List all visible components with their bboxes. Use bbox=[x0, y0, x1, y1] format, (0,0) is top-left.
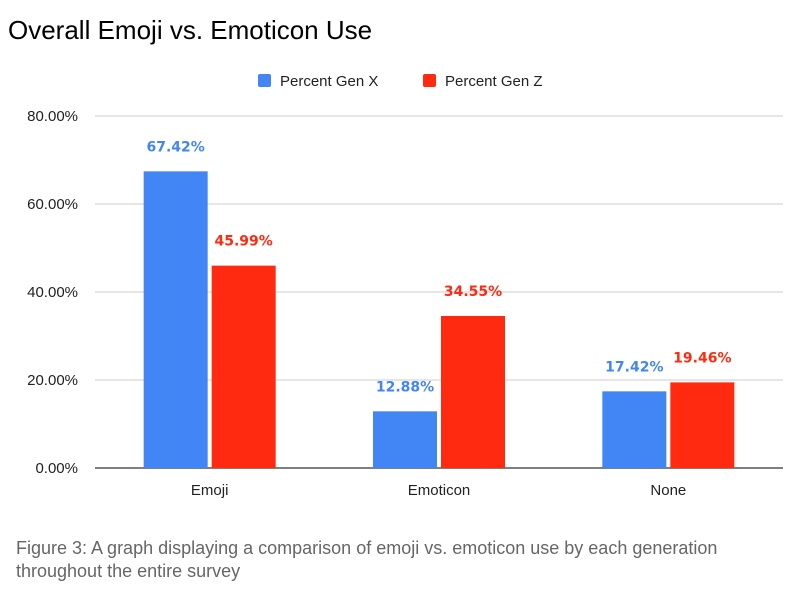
data-label: 67.42% bbox=[147, 139, 205, 155]
x-category-label: None bbox=[650, 482, 686, 499]
data-label: 12.88% bbox=[376, 379, 434, 395]
data-label: 17.42% bbox=[605, 359, 663, 375]
bar-percent-gen-z-none bbox=[670, 382, 735, 468]
y-tick-label: 40.00% bbox=[27, 284, 78, 301]
x-category-label: Emoticon bbox=[408, 482, 471, 499]
gridlines bbox=[95, 115, 783, 469]
bar-percent-gen-x-emoji bbox=[143, 171, 208, 469]
figure-caption: Figure 3: A graph displaying a compariso… bbox=[16, 538, 718, 581]
x-axis-category-labels: Emoji Emoticon None bbox=[191, 482, 686, 499]
legend: Percent Gen X Percent Gen Z bbox=[258, 73, 543, 90]
bars bbox=[143, 171, 735, 469]
bar-percent-gen-x-emoticon bbox=[373, 411, 437, 468]
bar-percent-gen-z-emoticon bbox=[441, 315, 505, 468]
y-tick-label: 60.00% bbox=[27, 196, 78, 213]
y-axis-tick-labels: 0.00% 20.00% 40.00% 60.00% 80.00% bbox=[27, 108, 78, 477]
y-tick-label: 80.00% bbox=[27, 108, 78, 125]
data-label: 45.99% bbox=[215, 234, 273, 250]
y-tick-label: 0.00% bbox=[35, 460, 78, 477]
y-tick-label: 20.00% bbox=[27, 372, 78, 389]
data-labels: 67.42% 45.99% 12.88% 34.55% 17.42% 19.46% bbox=[147, 139, 732, 395]
legend-swatch-gen-x bbox=[258, 74, 271, 87]
chart-title: Overall Emoji vs. Emoticon Use bbox=[8, 15, 372, 45]
bar-percent-gen-x-none bbox=[602, 391, 667, 468]
bar-percent-gen-z-emoji bbox=[211, 265, 276, 468]
x-category-label: Emoji bbox=[191, 482, 229, 499]
legend-label-gen-z: Percent Gen Z bbox=[445, 73, 543, 90]
data-label: 34.55% bbox=[444, 284, 502, 300]
legend-label-gen-x: Percent Gen X bbox=[280, 73, 378, 90]
data-label: 19.46% bbox=[673, 350, 731, 366]
legend-swatch-gen-z bbox=[423, 74, 436, 87]
